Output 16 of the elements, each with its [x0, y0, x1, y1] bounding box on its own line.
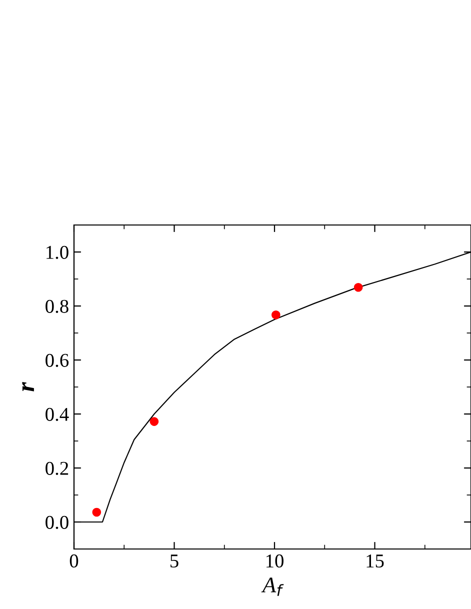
x-tick-label: 10 [266, 554, 284, 568]
y-axis-title: r [22, 382, 34, 392]
y-tick-label: 0.0 [46, 516, 68, 530]
point [272, 310, 280, 320]
point [354, 282, 363, 292]
y-tick-label: 0.6 [46, 354, 69, 368]
x-tick-label: 0 [70, 554, 78, 568]
y-tick-label: 0.2 [46, 462, 68, 476]
y-tick-label: 0.8 [46, 300, 68, 314]
point [150, 417, 159, 426]
point [92, 508, 102, 517]
y-tick-label: 1.0 [46, 246, 68, 260]
x-axis-title: A$_{f}$ [261, 578, 284, 596]
x-tick-label: 15 [366, 554, 384, 568]
x-tick-label: 5 [170, 554, 178, 568]
y-tick-label: 0.4 [46, 408, 69, 422]
